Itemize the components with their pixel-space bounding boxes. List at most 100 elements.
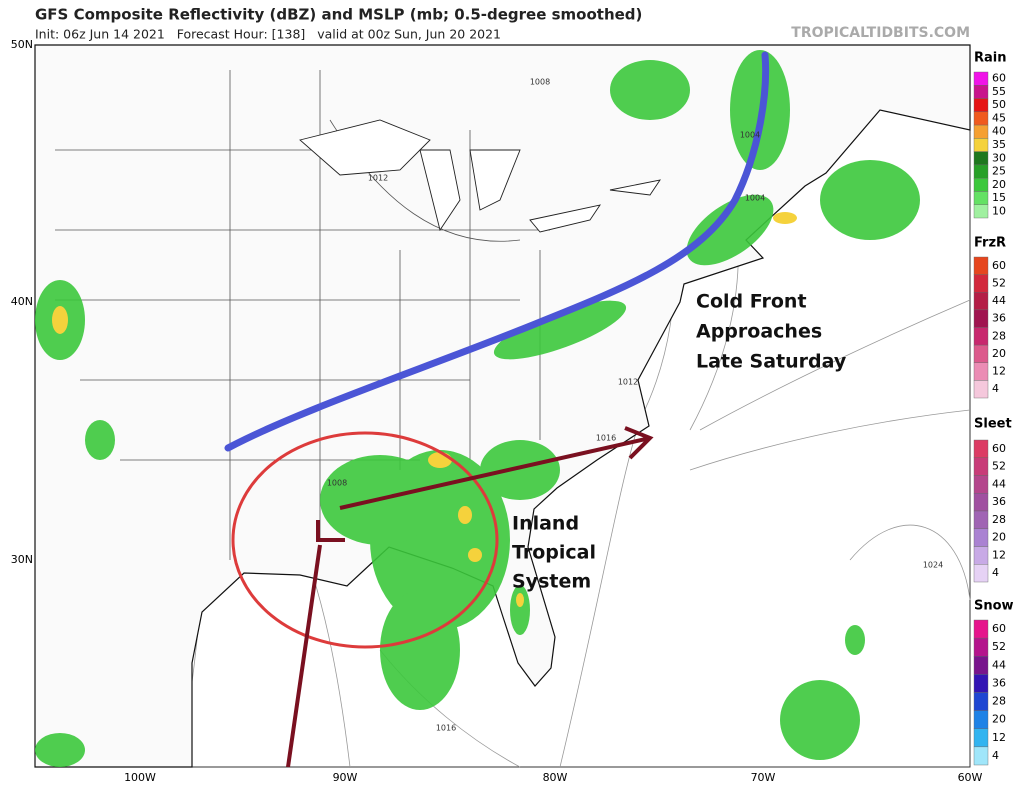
legend-swatch: [973, 710, 989, 729]
legend-swatch: [973, 274, 989, 293]
lat-label: 50N: [11, 38, 33, 51]
legend-tick: 60: [992, 259, 1006, 272]
legend-tick: 28: [992, 329, 1006, 342]
lat-label: 40N: [11, 295, 33, 308]
legend-title: Snow: [974, 599, 1014, 614]
annotation: Inland: [512, 513, 579, 535]
legend-tick: 55: [992, 85, 1006, 98]
legend-swatch: [973, 564, 989, 583]
isobar-label: 1016: [596, 434, 616, 443]
lon-label: 100W: [124, 771, 156, 784]
legend-swatch: [973, 292, 989, 311]
legend-title: Rain: [974, 51, 1007, 66]
legend-swatch: [973, 380, 989, 399]
legend-tick: 28: [992, 513, 1006, 526]
isobar-label: 1004: [745, 194, 765, 203]
isobar-label: 1012: [618, 378, 638, 387]
legend-tick: 44: [992, 658, 1006, 671]
legend-tick: 52: [992, 460, 1006, 473]
legend-swatch: [973, 204, 989, 219]
legend-swatch: [973, 362, 989, 381]
legend-swatch: [973, 164, 989, 179]
legend-tick: 36: [992, 495, 1006, 508]
legend-tick: 15: [992, 191, 1006, 204]
arrows: [286, 426, 654, 768]
isobar-label: 1016: [436, 724, 456, 733]
legend-swatch: [973, 256, 989, 275]
legend-swatch: [973, 728, 989, 748]
legend-tick: 36: [992, 676, 1006, 689]
legend-swatch: [973, 151, 989, 166]
legend-title: FrzR: [974, 236, 1006, 251]
legend-tick: 4: [992, 382, 999, 395]
annotation: Cold Front: [696, 291, 807, 313]
legend-swatch: [973, 138, 989, 152]
cold-front: [224, 51, 770, 452]
legend-tick: 50: [992, 98, 1006, 111]
legend-swatch: [973, 439, 989, 458]
watermark: TROPICALTIDBITS.COM: [791, 25, 970, 41]
lon-label: 60W: [958, 771, 983, 784]
legend-tick: 20: [992, 531, 1006, 544]
legend-swatch: [973, 124, 989, 139]
lon-label: 80W: [543, 771, 568, 784]
legend-swatch: [973, 637, 989, 657]
legend-swatch: [973, 309, 989, 328]
legend-swatch: [973, 71, 989, 86]
legend-tick: 12: [992, 365, 1006, 378]
legend-tick: 52: [992, 640, 1006, 653]
legend-swatch: [973, 98, 989, 113]
legend-tick: 30: [992, 151, 1006, 164]
isobar-label: 1004: [740, 131, 760, 140]
legend-tick: 28: [992, 695, 1006, 708]
legend-swatch: [973, 85, 989, 99]
annotation: Tropical: [512, 542, 596, 564]
annotation: Late Saturday: [696, 351, 847, 373]
legend-tick: 60: [992, 72, 1006, 85]
annotation: System: [512, 571, 591, 593]
isobar-label: 1012: [368, 174, 388, 183]
system-circle: [231, 431, 499, 649]
legend-tick: 20: [992, 713, 1006, 726]
legend-swatch: [973, 493, 989, 512]
legend-tick: 25: [992, 165, 1006, 178]
legend-swatch: [973, 746, 989, 766]
legend-tick: 10: [992, 204, 1006, 217]
legend-tick: 60: [992, 442, 1006, 455]
legend-swatch: [973, 674, 989, 693]
legend-swatch: [973, 656, 989, 675]
legend-title: Sleet: [974, 417, 1012, 432]
legend-tick: 36: [992, 312, 1006, 325]
legend-tick: 60: [992, 622, 1006, 635]
legend-tick: 35: [992, 138, 1006, 151]
lon-label: 70W: [751, 771, 776, 784]
legend-tick: 12: [992, 731, 1006, 744]
legend-tick: 44: [992, 477, 1006, 490]
legend-tick: 4: [992, 749, 999, 762]
legend-swatch: [973, 344, 989, 363]
legend-swatch: [973, 546, 989, 565]
legend-swatch: [973, 528, 989, 547]
legend-tick: 4: [992, 566, 999, 579]
legend-tick: 20: [992, 347, 1006, 360]
isobar-label: 1008: [327, 479, 347, 488]
legend-swatch: [973, 191, 989, 205]
legend-swatch: [973, 692, 989, 711]
legend-swatch: [973, 111, 989, 126]
legend-tick: 45: [992, 111, 1006, 124]
legend-tick: 12: [992, 548, 1006, 561]
lat-label: 30N: [11, 553, 33, 566]
title: GFS Composite Reflectivity (dBZ) and MSL…: [35, 6, 642, 24]
great-lakes: [299, 119, 661, 233]
subtitle: Init: 06z Jun 14 2021 Forecast Hour: [13…: [35, 27, 501, 42]
legend-tick: 40: [992, 125, 1006, 138]
isobar-label: 1024: [923, 561, 943, 570]
isobar-label: 1008: [530, 78, 550, 87]
legend-swatch: [973, 475, 989, 494]
legend-swatch: [973, 177, 989, 192]
map-frame: [34, 44, 971, 768]
lon-label: 90W: [333, 771, 358, 784]
legend-swatch: [973, 327, 989, 346]
legend-tick: 20: [992, 178, 1006, 191]
